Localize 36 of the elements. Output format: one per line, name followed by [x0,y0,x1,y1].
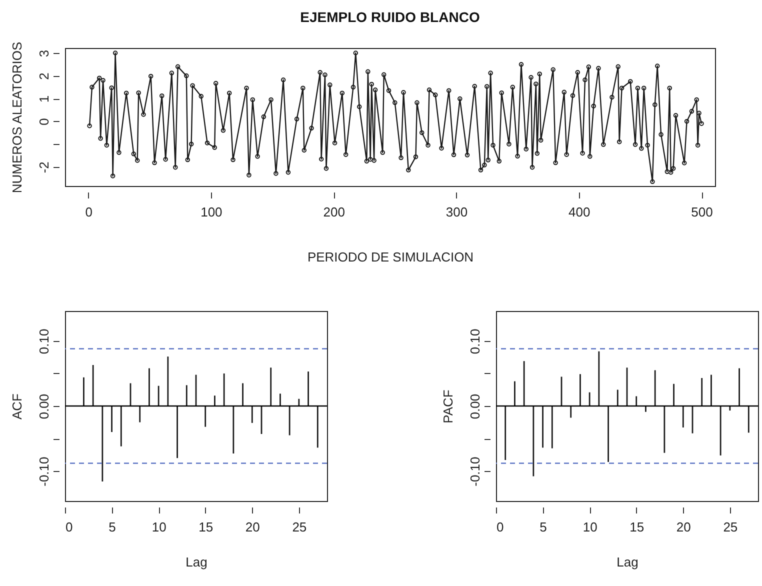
x-tick-label: 100 [200,204,222,220]
y-tick-label: -0.10 [468,456,482,486]
y-tick-label: 3 [36,50,52,58]
y-tick-label: 2 [36,72,52,80]
x-tick-label: 200 [323,204,345,220]
x-axis-title: Lag [616,554,638,570]
x-tick-label: 5 [108,520,116,534]
x-axis-title: Lag [186,554,208,570]
y-tick-label: 0.10 [468,328,482,354]
x-tick-label: 0 [85,204,92,220]
y-tick-label: -0.10 [36,456,52,486]
y-axis-title: ACF [10,393,24,420]
x-tick-label: 20 [245,520,260,534]
x-tick-label: 0 [66,520,73,534]
x-tick-label: 10 [582,520,598,534]
y-tick-label: 0.10 [36,328,52,354]
x-tick-label: 0 [496,520,504,534]
x-axis-title: PERIODO DE SIMULACION [307,250,474,264]
y-tick-label: -2 [36,162,52,174]
chart-title: EJEMPLO RUIDO BLANCO [300,9,480,26]
x-tick-label: 300 [446,204,468,220]
y-tick-label: 0.00 [468,394,482,420]
x-tick-label: 20 [676,520,691,534]
x-tick-label: 25 [292,520,307,534]
y-tick-label: 1 [36,95,52,103]
y-tick-label: 0 [36,118,52,126]
y-axis-title: NUMEROS ALEATORIOS [10,42,24,194]
x-tick-label: 15 [198,520,214,534]
x-tick-label: 5 [540,520,547,534]
x-tick-label: 25 [723,520,738,534]
x-tick-label: 500 [691,204,713,220]
x-tick-label: 15 [630,520,644,534]
y-axis-title: PACF [440,390,456,424]
x-tick-label: 10 [152,520,166,534]
x-tick-label: 400 [568,204,590,220]
y-tick-label: 0.00 [36,394,52,420]
